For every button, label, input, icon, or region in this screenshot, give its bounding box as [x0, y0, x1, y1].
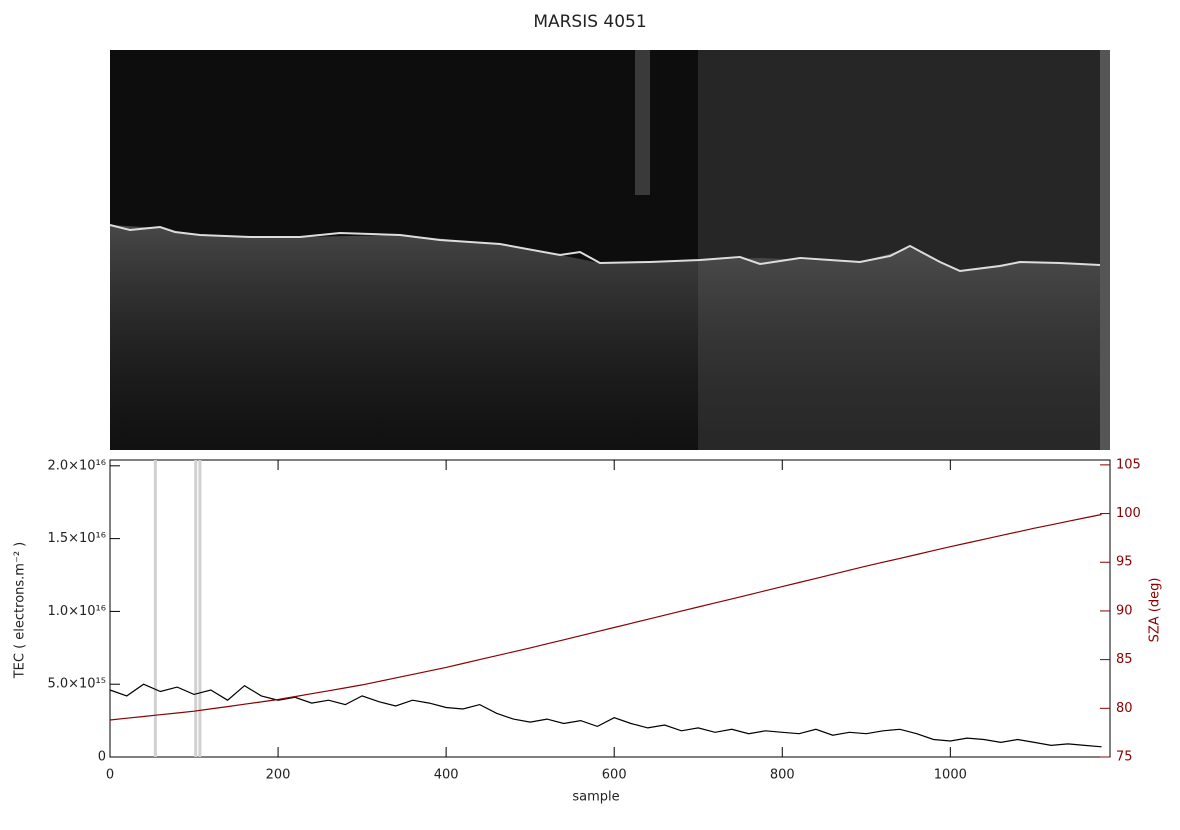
subsurface	[110, 225, 1100, 450]
y2-tick-label: 85	[1116, 652, 1133, 667]
y-tick-label: 2.0×10¹⁶	[47, 458, 106, 473]
x-tick-label: 1000	[934, 768, 967, 783]
y-tick-label: 1.0×10¹⁶	[47, 604, 106, 619]
y-tick-label: 1.5×10¹⁶	[47, 531, 106, 546]
y-axis-title: TEC ( electrons.m⁻² )	[13, 542, 28, 680]
y-tick-label: 0	[98, 750, 106, 765]
radargram	[109, 50, 1110, 450]
plot-frame	[109, 459, 1111, 758]
y2-tick-label: 105	[1116, 457, 1141, 472]
y2-tick-label: 75	[1116, 750, 1133, 765]
x-tick-label: 600	[602, 768, 627, 783]
series-line	[109, 513, 1102, 721]
y2-tick-label: 100	[1116, 506, 1141, 521]
y2-tick-label: 90	[1116, 603, 1133, 618]
y2-axis-title: SZA (deg)	[1148, 578, 1163, 643]
radargram-stripe	[635, 50, 650, 195]
y-tick-label: 5.0×10¹⁵	[47, 677, 106, 692]
series-line	[109, 683, 1102, 748]
surface-echo	[109, 224, 1101, 273]
chart-title: MARSIS 4051	[533, 12, 646, 32]
x-tick-label: 400	[434, 768, 459, 783]
radargram-edge	[1100, 50, 1110, 450]
x-tick-label: 800	[770, 768, 795, 783]
x-tick-label: 0	[106, 768, 114, 783]
y2-tick-label: 80	[1116, 701, 1133, 716]
x-tick-label: 200	[266, 768, 291, 783]
x-axis-title: sample	[572, 790, 619, 805]
y2-tick-label: 95	[1116, 555, 1133, 570]
